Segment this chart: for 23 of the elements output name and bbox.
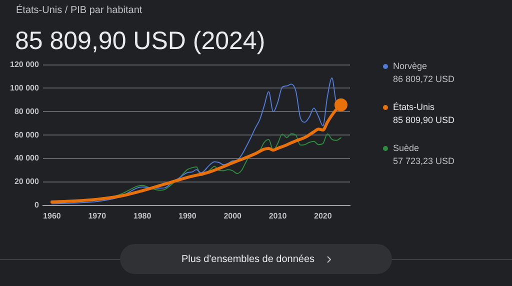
y-tick-label: 100 000 [10, 83, 40, 92]
text: 85 809,90 USD [392, 114, 456, 127]
x-tick-label: 1960 [43, 211, 62, 220]
text: Plus d'ensembles de données [181, 254, 315, 264]
y-tick-label: 60 000 [14, 130, 40, 140]
x-tick-label: 2010 [268, 211, 288, 220]
legend-label: États-Unis [393, 101, 435, 114]
chart-title: 85 809,90 USD (2024) [15, 27, 266, 56]
y-tick-label: 20 000 [14, 177, 40, 186]
y-tick-label: 40 000 [14, 154, 40, 163]
legend-label: Norvège [393, 60, 428, 73]
y-tick-label: 80 000 [14, 106, 40, 116]
text: 57 723,23 USD [392, 155, 456, 168]
y-tick-label: 120 000 [10, 60, 40, 70]
x-tick-label: 1970 [88, 211, 107, 220]
text: 86 809,72 USD [392, 73, 456, 86]
x-tick-label: 1980 [133, 211, 152, 220]
x-tick-label: 2000 [224, 211, 242, 220]
y-tick-label: 0 [34, 200, 40, 210]
legend-label: Suède [393, 142, 420, 155]
chart-subtitle: États-Unis / PIB par habitant [16, 5, 142, 16]
x-tick-label: 2020 [314, 211, 332, 220]
x-tick-label: 1990 [178, 211, 197, 220]
